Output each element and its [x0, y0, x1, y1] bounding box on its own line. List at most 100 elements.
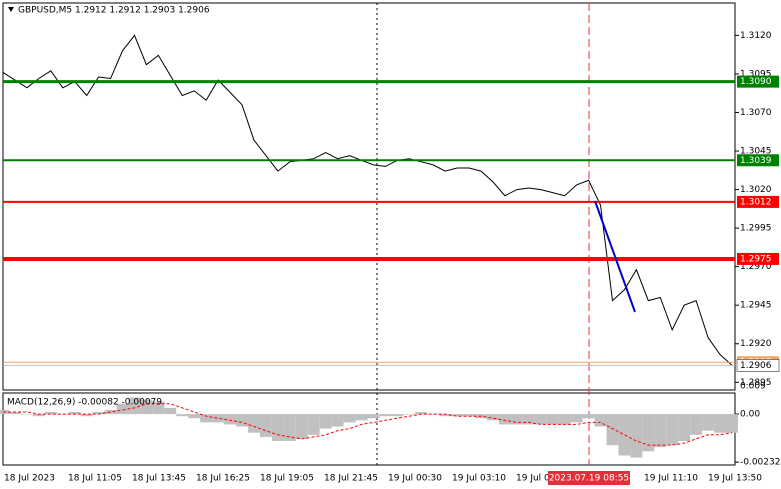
- macd-bar: [355, 414, 368, 421]
- macd-bar: [570, 414, 583, 423]
- macd-bar: [498, 414, 511, 425]
- y-tick-label: 1.2970: [740, 262, 772, 272]
- macd-bar: [8, 412, 21, 415]
- macd-bar: [307, 414, 320, 435]
- level-label-box: [737, 75, 779, 88]
- macd-bar: [582, 414, 595, 419]
- macd-bar: [152, 401, 165, 415]
- x-tick-label: 18 Jul 13:45: [132, 474, 186, 484]
- level-label: 1.3090: [740, 77, 772, 87]
- macd-bar: [678, 414, 691, 441]
- cursor-label: 2023.07.19 08:55: [549, 474, 629, 484]
- macd-bar: [44, 412, 57, 415]
- macd-bar: [140, 399, 153, 415]
- macd-bar: [546, 414, 559, 425]
- macd-bar: [343, 414, 356, 423]
- macd-bar: [451, 414, 464, 417]
- signal-line: [3, 403, 733, 446]
- macd-bar: [116, 403, 129, 415]
- macd-bar: [331, 414, 344, 427]
- macd-bar: [259, 414, 272, 437]
- macd-bar: [463, 414, 476, 417]
- y-tick-label: 1.2995: [740, 224, 772, 234]
- last-price-box: [736, 359, 780, 372]
- macd-bar: [56, 414, 69, 415]
- x-tick-label: 18 Jul 21:45: [324, 474, 378, 484]
- level-label: 1.3012: [740, 197, 772, 207]
- macd-bar: [128, 397, 141, 415]
- level-label: 1.2975: [740, 254, 772, 264]
- y-tick-label: 1.2895: [740, 378, 772, 388]
- level-label: 1.3039: [740, 156, 772, 166]
- x-tick-label: 19 Jul 11:10: [644, 474, 698, 484]
- y-tick-label: -0.00232: [740, 458, 780, 468]
- main-layer: 1.3120 1.3095 1.3070 1.3045 1.3020 1.2995 1.29…: [0, 31, 780, 485]
- x-tick-label: 18 Jul 16:25: [196, 474, 250, 484]
- level-label-box: [737, 252, 779, 265]
- macd-bar: [534, 414, 547, 425]
- y-tick-label: 1.3070: [740, 108, 772, 118]
- macd-title: MACD(12,26,9) -0.00082 -0.00079: [7, 398, 162, 408]
- x-tick-label: 18 Jul 2023: [4, 474, 55, 484]
- macd-bar: [630, 414, 643, 458]
- last-price-label: 1.2906: [740, 361, 772, 371]
- macd-bar: [726, 414, 738, 433]
- macd-bar: [510, 414, 523, 425]
- macd-bar: [68, 412, 81, 415]
- macd-bar: [188, 414, 201, 419]
- trend-line: [594, 200, 636, 313]
- y-tick-label: 1.3045: [740, 147, 772, 157]
- x-tick-label: 19 Jul 0: [516, 474, 550, 484]
- x-tick-label: 19 Jul 13:50: [708, 474, 762, 484]
- level-label-box: [737, 154, 779, 167]
- macd-bar: [176, 414, 189, 417]
- macd-bar: [319, 414, 332, 429]
- x-tick-label: 19 Jul 03:10: [452, 474, 506, 484]
- macd-bar: [283, 414, 296, 441]
- macd-bar: [654, 414, 667, 448]
- macd-bar: [415, 412, 428, 415]
- x-tick-label: 18 Jul 11:05: [68, 474, 122, 484]
- macd-bar: [271, 414, 284, 441]
- macd-bar: [439, 414, 452, 417]
- x-tick-label: 18 Jul 19:05: [260, 474, 314, 484]
- macd-bar: [367, 414, 380, 419]
- y-tick-label: 1.3095: [740, 69, 772, 79]
- macd-bar: [20, 414, 33, 415]
- macd-bar: [247, 414, 260, 433]
- macd-bar: [92, 412, 105, 415]
- macd-bar: [702, 414, 715, 431]
- main-panel-frame: [2, 2, 736, 391]
- macd-bar: [522, 414, 535, 425]
- macd-bar: [714, 414, 727, 433]
- macd-bar: [224, 414, 237, 425]
- macd-bar: [236, 414, 248, 427]
- macd-bar: [666, 414, 679, 446]
- y-tick-label: 1.3120: [740, 31, 772, 41]
- macd-bar: [32, 414, 45, 417]
- macd-bar: [295, 414, 308, 439]
- macd-bar: [642, 414, 655, 452]
- macd-bar: [606, 414, 619, 446]
- macd-bar: [427, 414, 440, 415]
- macd-bar: [558, 414, 571, 425]
- y-tick-label: 0.00: [740, 410, 760, 420]
- macd-bar: [200, 414, 213, 423]
- macd-bar: [618, 414, 631, 456]
- y-tick-label: 1.3020: [740, 185, 772, 195]
- macd-bar: [212, 414, 225, 423]
- macd-bar: [487, 414, 499, 421]
- macd-bar: [379, 414, 392, 417]
- macd-bar: [594, 414, 607, 427]
- chart-title: GBPUSD,M5 1.2912 1.2912 1.2903 1.2906: [18, 6, 210, 16]
- y-tick-label: 1.2920: [740, 339, 772, 349]
- macd-bar: [80, 414, 93, 417]
- macd-bar: [164, 407, 177, 415]
- macd-top-label: 0.009: [740, 382, 766, 392]
- price-line: [2, 34, 733, 366]
- x-tick-label: 19 Jul 00:30: [388, 474, 442, 484]
- macd-bar: [690, 414, 703, 435]
- macd-bar: [391, 414, 404, 417]
- level-label-box: [737, 195, 779, 208]
